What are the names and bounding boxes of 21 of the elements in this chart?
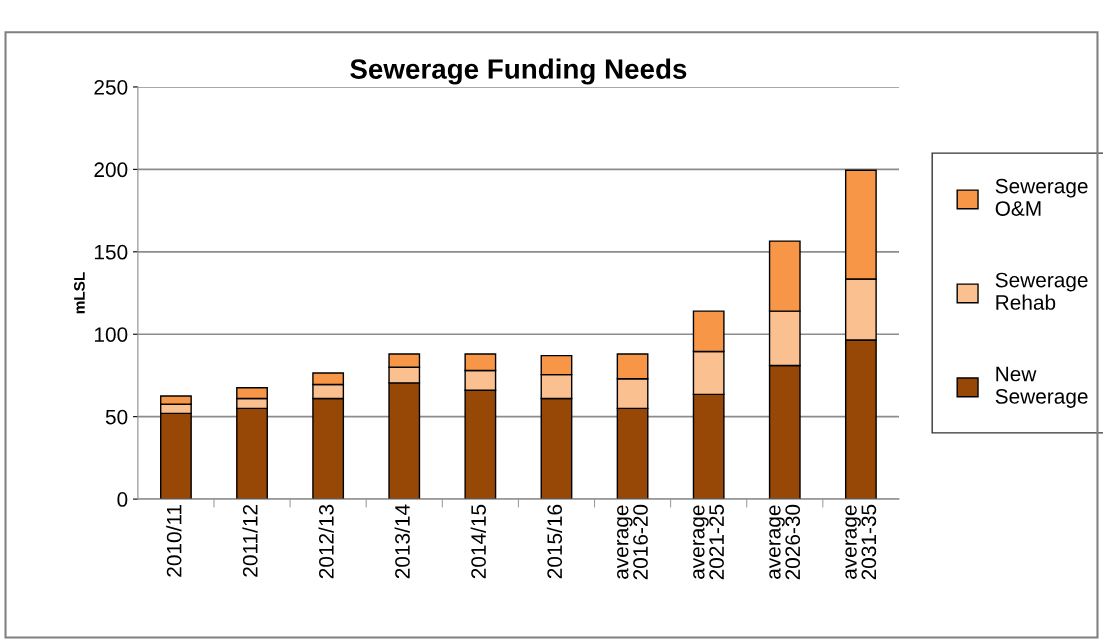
- chart-title: Sewerage Funding Needs: [350, 58, 687, 85]
- y-tick-label: 150: [94, 244, 128, 260]
- legend-label: Sewerage Rehab: [995, 272, 1088, 310]
- y-axis-title: mLSL: [74, 272, 85, 314]
- y-tick-label: 0: [117, 492, 128, 507]
- x-tick-label: average 2026-30: [769, 504, 801, 580]
- x-tick-label: 2014/15: [470, 504, 486, 579]
- x-tick-label: 2015/16: [546, 504, 563, 579]
- x-tick-label: average 2016-20: [617, 504, 648, 580]
- x-tick-label: 2013/14: [394, 504, 410, 579]
- y-tick-label: 250: [94, 79, 128, 95]
- x-tick-label: 2012/13: [318, 504, 334, 579]
- x-tick-label: average 2031-35: [845, 504, 877, 580]
- x-tick-label: average 2021-25: [693, 504, 724, 580]
- legend-label: Sewerage O&M: [995, 178, 1088, 216]
- x-tick-label: 2011/12: [242, 505, 258, 577]
- y-tick-label: 100: [94, 327, 128, 342]
- y-tick-label: 50: [105, 409, 128, 425]
- y-tick-label: 200: [94, 162, 128, 178]
- x-tick-label: 2010/11: [166, 504, 182, 577]
- legend-label: New Sewerage: [995, 366, 1088, 408]
